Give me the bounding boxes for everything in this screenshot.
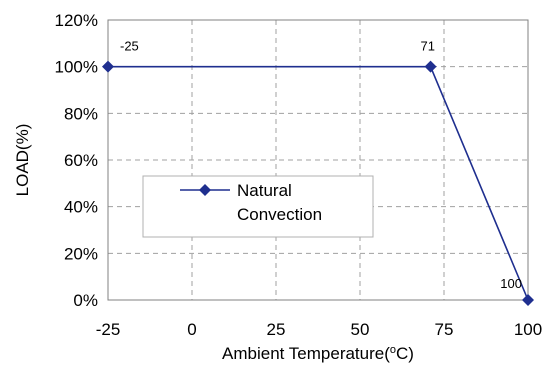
y-tick-label-3: 60% [64,151,98,170]
series-layer [102,60,534,306]
x-axis-title-degree: o [390,344,396,356]
x-axis-title: Ambient Temperature(oC) [222,344,414,363]
legend-box [142,175,374,238]
x-tick-label-5: 100 [514,320,542,339]
x-axis-ticks: -25 0 25 50 75 100 [96,320,542,339]
x-tick-label-4: 75 [435,320,454,339]
x-tick-label-0: -25 [96,320,121,339]
data-label-2: 100 [500,276,522,291]
legend: Natural Convection [142,175,374,238]
x-tick-label-3: 50 [351,320,370,339]
legend-marker [199,184,211,196]
y-axis-ticks: 0% 20% 40% 60% 80% 100% 120% [55,11,98,310]
y-tick-label-4: 80% [64,104,98,123]
legend-label-line-2: Convection [237,205,322,224]
y-tick-label-2: 40% [64,198,98,217]
data-label-0: -25 [120,39,139,54]
y-tick-label-5: 100% [55,58,98,77]
y-tick-label-6: 120% [55,11,98,30]
grid-lines [108,20,528,300]
data-point-1 [424,60,437,73]
data-labels: -25 71 100 [120,39,522,291]
data-point-2 [522,294,534,306]
legend-label-line-1: Natural [237,181,292,200]
x-tick-label-2: 25 [267,320,286,339]
plot-area-border [107,19,529,301]
y-axis-title: LOAD(%) [13,124,32,197]
y-tick-label-0: 0% [73,291,98,310]
x-axis-title-main: Ambient Temperature( [222,344,390,363]
data-label-1: 71 [421,39,435,54]
y-tick-label-1: 20% [64,244,98,263]
x-tick-label-1: 0 [187,320,196,339]
data-point-0 [102,60,114,73]
x-axis-title-unit: C) [396,344,414,363]
